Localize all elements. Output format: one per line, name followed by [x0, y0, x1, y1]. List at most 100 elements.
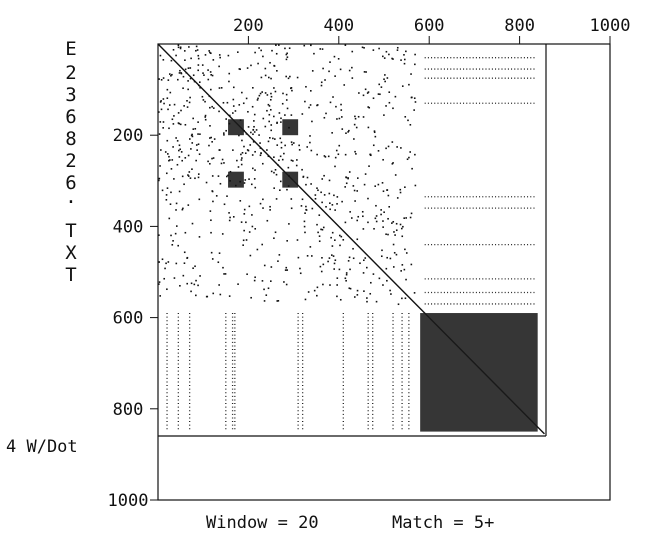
- match-dot: [268, 113, 271, 116]
- match-dot: [357, 115, 360, 118]
- match-dot: [323, 116, 326, 119]
- match-dot: [323, 174, 325, 177]
- match-dot: [262, 198, 264, 201]
- match-dot: [322, 226, 325, 229]
- match-dot: [232, 149, 234, 151]
- match-dot: [295, 164, 298, 167]
- match-dot: [166, 88, 169, 91]
- match-dot: [184, 59, 186, 61]
- match-dot: [289, 75, 291, 78]
- dense-match-block: [228, 171, 244, 188]
- match-dot: [184, 157, 187, 159]
- match-dot: [253, 113, 256, 116]
- match-dot: [168, 217, 171, 220]
- match-dot: [187, 67, 190, 69]
- match-dot: [256, 99, 259, 101]
- match-dot: [208, 144, 210, 147]
- match-dot: [158, 261, 161, 263]
- match-dot: [318, 240, 321, 243]
- match-dot: [253, 178, 256, 180]
- match-dot: [187, 204, 190, 206]
- x-tick-label: 1000: [590, 16, 631, 36]
- match-dot: [227, 174, 229, 177]
- match-dot: [277, 260, 279, 262]
- match-dot: [286, 52, 288, 55]
- match-dot: [411, 167, 413, 170]
- match-dot: [352, 247, 354, 250]
- match-dot: [266, 94, 269, 96]
- match-dot: [176, 163, 179, 166]
- match-dot: [250, 183, 253, 186]
- match-dot: [160, 149, 162, 151]
- match-dot: [183, 262, 186, 265]
- match-dot: [392, 58, 394, 60]
- match-dot: [392, 266, 395, 268]
- match-dot: [396, 46, 399, 49]
- match-dot: [191, 222, 194, 225]
- match-dot: [232, 112, 234, 114]
- match-dot: [183, 251, 186, 254]
- match-label: Match = 5+: [392, 513, 495, 533]
- match-dot: [237, 166, 240, 168]
- match-dot: [338, 144, 341, 147]
- match-dot: [192, 267, 194, 270]
- match-dot: [165, 198, 168, 201]
- match-dot: [186, 257, 188, 259]
- match-dot: [228, 212, 230, 214]
- match-dot: [190, 134, 193, 137]
- match-dot: [337, 58, 340, 60]
- match-dot: [323, 194, 326, 196]
- match-dot: [198, 81, 201, 83]
- match-dot: [331, 245, 334, 247]
- match-dot: [407, 119, 409, 122]
- match-dot: [273, 87, 275, 89]
- match-dot: [338, 268, 341, 271]
- match-dot: [408, 83, 410, 86]
- match-dot: [195, 144, 198, 146]
- match-dot: [250, 296, 252, 299]
- match-dot: [310, 149, 313, 152]
- match-dot: [385, 50, 388, 53]
- match-dot: [354, 200, 356, 202]
- match-dot: [329, 202, 331, 204]
- match-dot: [240, 163, 243, 166]
- match-dot: [269, 205, 271, 208]
- match-dot: [328, 179, 331, 182]
- match-dot: [321, 48, 324, 50]
- match-dot: [387, 233, 389, 236]
- match-dot: [180, 151, 183, 153]
- match-dot: [316, 153, 318, 156]
- match-dot: [351, 66, 353, 69]
- match-dot: [330, 254, 333, 256]
- match-dot: [361, 210, 364, 213]
- match-dot: [210, 231, 212, 234]
- match-dot: [271, 49, 273, 52]
- match-dot: [199, 133, 201, 135]
- match-dot: [269, 108, 272, 111]
- match-dot: [171, 243, 174, 246]
- match-dot: [198, 198, 201, 201]
- match-dot: [334, 165, 336, 168]
- match-dot: [197, 57, 200, 60]
- match-dot: [374, 185, 377, 187]
- match-dot: [310, 90, 312, 92]
- match-dot: [211, 74, 214, 77]
- match-dot: [375, 220, 378, 223]
- match-dot: [264, 92, 267, 94]
- match-dot: [169, 91, 172, 94]
- match-dot: [158, 111, 160, 113]
- match-dot: [286, 269, 289, 271]
- match-dot: [197, 133, 199, 135]
- match-dot: [258, 94, 261, 97]
- match-dot: [344, 186, 346, 188]
- match-dot: [364, 173, 367, 175]
- match-dot: [392, 243, 395, 246]
- match-dot: [191, 142, 194, 144]
- match-dot: [205, 181, 208, 184]
- match-dot: [260, 76, 263, 79]
- match-dot: [355, 153, 357, 155]
- match-dot: [210, 74, 212, 76]
- match-dot: [178, 144, 181, 147]
- match-dot: [253, 125, 255, 128]
- match-dot: [207, 69, 209, 71]
